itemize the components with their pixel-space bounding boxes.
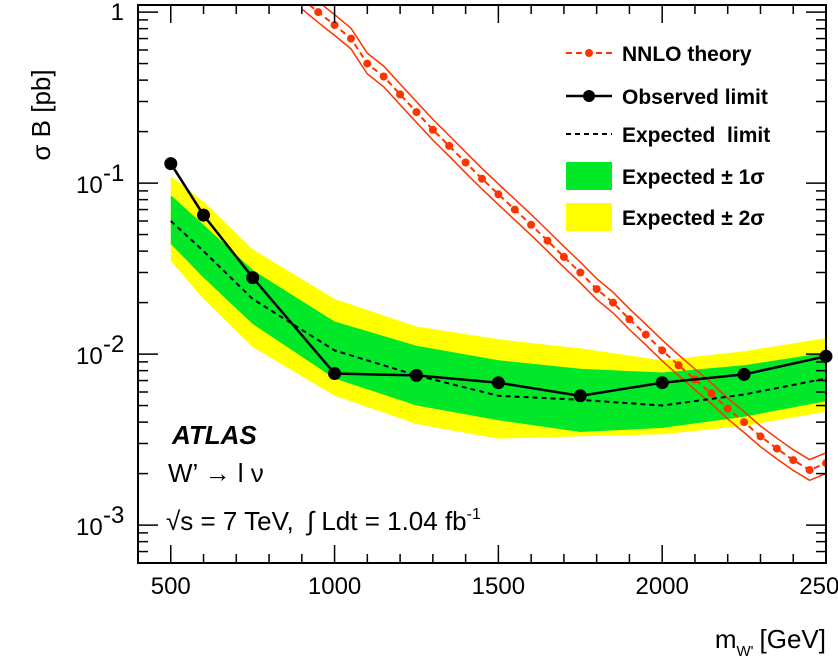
theory-point [314, 8, 323, 17]
theory-point [789, 456, 798, 465]
theory-point [494, 190, 503, 199]
theory-point [527, 220, 536, 229]
lumi-label: ∫ Ldt = 1.04 fb [305, 506, 467, 536]
y-tick-label: 10 [76, 514, 103, 541]
y-tick-exponent: -2 [103, 331, 124, 358]
theory-point [347, 34, 355, 43]
theory-point [428, 125, 437, 134]
legend-observed-label: Observed limit [622, 86, 768, 109]
x-tick-label: 1500 [472, 573, 525, 600]
expected-line [170, 220, 827, 407]
axis-ticks [137, 5, 827, 564]
y-tick-label: 1 [111, 0, 124, 26]
y-tick-label: 10 [76, 343, 103, 370]
theory-point [658, 346, 667, 355]
lumi-exponent: -1 [467, 506, 481, 523]
theory-point [510, 205, 519, 214]
x-axis-title-unit: [GeV] [760, 624, 826, 654]
legend-observed-marker [583, 90, 595, 102]
observed-point [328, 367, 342, 380]
process-label: W’ → l ν [168, 458, 264, 488]
plot-frame [137, 4, 827, 564]
theory-point [298, 0, 306, 3]
y-tick-exponent: -3 [103, 502, 124, 529]
theory-point [445, 141, 454, 150]
x-tick-label: 2000 [635, 573, 688, 600]
legend-1sigma-swatch [566, 162, 612, 190]
observed-point [197, 208, 210, 222]
theory-point [396, 90, 405, 99]
theory-lower-line [301, 8, 826, 482]
legend-expected-label: Expected limit [622, 124, 770, 147]
theory-upper-line [321, 5, 826, 461]
observed-point [246, 271, 260, 285]
y-tick-labels: 110-110-210-3 [76, 0, 124, 541]
theory-point [412, 108, 421, 117]
observed-curve [164, 157, 833, 403]
y-axis-title: σ B [pb] [26, 69, 56, 160]
energy-label: √s = 7 TeV, [166, 506, 294, 536]
theory-point [543, 236, 552, 245]
theory-point [740, 418, 749, 427]
y-tick-exponent: -1 [103, 160, 124, 187]
legend-1sigma-label: Expected ± 1σ [622, 166, 765, 189]
x-axis-title-main: m [715, 624, 737, 654]
theory-point [379, 72, 388, 81]
theory-point [461, 158, 470, 167]
theory-point [330, 21, 339, 29]
experiment-label: ATLAS [171, 420, 257, 450]
legend-2sigma-swatch [566, 203, 612, 231]
observed-point [655, 376, 669, 390]
observed-point [164, 157, 178, 171]
x-axis-title-sub: W' [736, 643, 753, 660]
y-tick-label: 10 [76, 172, 103, 199]
observed-point [410, 368, 423, 382]
energy-lumi-label: √s = 7 TeV, ∫ Ldt = 1.04 fb-1 [166, 506, 481, 536]
x-tick-label: 2500 [799, 573, 838, 600]
legend-theory-label: NNLO theory [622, 43, 752, 66]
theory-center-line [308, 5, 826, 472]
legend: NNLO theory Observed limit Expected limi… [566, 43, 770, 231]
x-tick-label: 500 [151, 573, 191, 600]
theory-point [625, 315, 634, 324]
expected-curve [170, 220, 827, 407]
theory-point [707, 389, 716, 398]
observed-point [491, 376, 505, 390]
theory-point [592, 285, 601, 294]
theory-point [674, 361, 683, 370]
theory-point [641, 330, 650, 339]
legend-theory-marker [585, 49, 593, 57]
observed-line [169, 162, 827, 398]
theory-point [609, 298, 617, 307]
theory-point [805, 466, 814, 474]
legend-2sigma-label: Expected ± 2σ [622, 207, 765, 230]
observed-point [737, 367, 751, 381]
theory-point [723, 404, 732, 413]
x-axis-title: mW' [GeV] [715, 624, 826, 660]
x-tick-labels: 500 1000 1500 2000 2500 [151, 573, 838, 600]
theory-curve [298, 0, 826, 482]
observed-point [573, 389, 587, 403]
theory-point [772, 444, 781, 453]
theory-point [363, 59, 372, 68]
theory-point [576, 268, 585, 277]
theory-point [478, 174, 486, 183]
theory-point [756, 432, 765, 441]
x-tick-label: 1000 [308, 573, 361, 600]
theory-point [559, 252, 568, 261]
